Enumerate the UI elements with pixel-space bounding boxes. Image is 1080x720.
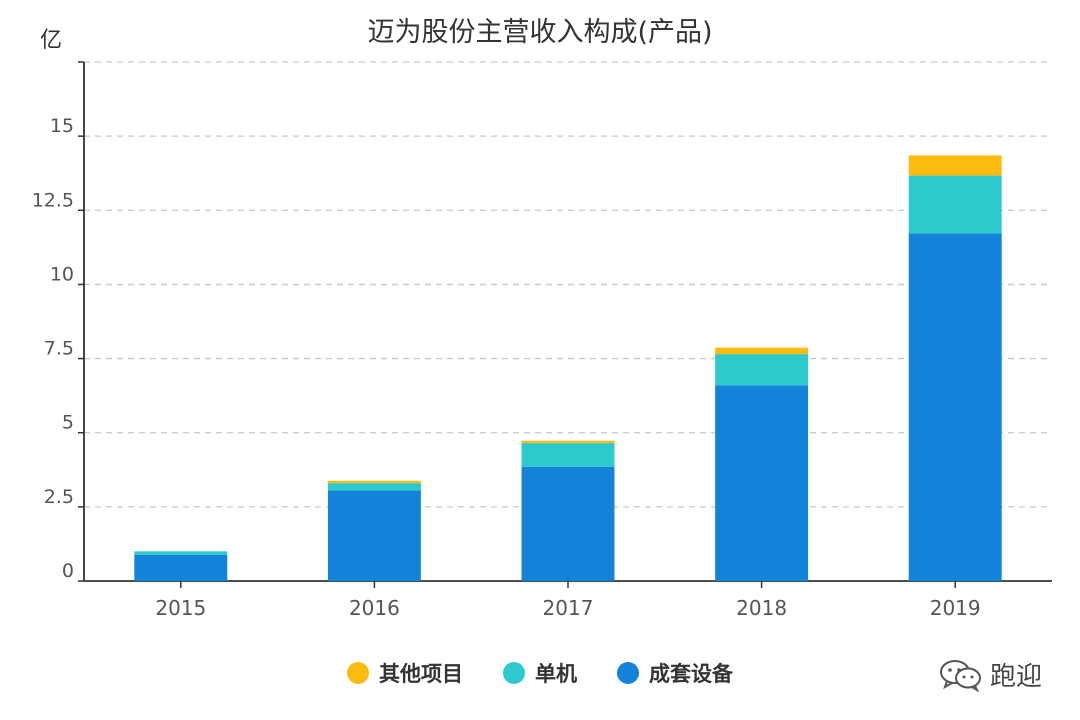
chart-title: 迈为股份主营收入构成(产品) bbox=[367, 17, 713, 48]
legend-swatch bbox=[617, 662, 639, 684]
y-tick-label: 2.5 bbox=[44, 486, 74, 508]
bar-segment bbox=[134, 551, 228, 555]
legend-label: 成套设备 bbox=[649, 662, 733, 686]
y-tick-label: 12.5 bbox=[32, 189, 74, 211]
bar-segment bbox=[327, 490, 421, 581]
y-tick-label: 7.5 bbox=[44, 338, 74, 360]
x-tick-label: 2019 bbox=[930, 596, 981, 620]
y-tick-label: 5 bbox=[62, 412, 74, 434]
bar-segment bbox=[134, 554, 228, 581]
legend-label: 单机 bbox=[535, 662, 577, 686]
legend-item: 其他项目 bbox=[347, 658, 463, 688]
bar-segment bbox=[327, 483, 421, 491]
legend-item: 成套设备 bbox=[617, 658, 733, 688]
bar-segment bbox=[521, 440, 615, 444]
x-tick-label: 2016 bbox=[349, 596, 400, 620]
wechat-icon bbox=[939, 659, 981, 692]
y-tick-label: 15 bbox=[50, 115, 74, 137]
bar-segment bbox=[715, 354, 809, 386]
watermark: 跑迎 bbox=[938, 656, 1042, 693]
bar-segment bbox=[327, 480, 421, 484]
bar-segment bbox=[908, 155, 1002, 176]
bar-segment bbox=[908, 175, 1002, 234]
bar-segment bbox=[908, 233, 1002, 582]
bar-segment bbox=[521, 443, 615, 467]
x-tick-label: 2015 bbox=[155, 596, 206, 620]
y-axis-unit-label: 亿 bbox=[40, 28, 63, 53]
bar-segment bbox=[715, 347, 809, 355]
bar-segment bbox=[715, 385, 809, 581]
x-tick-label: 2018 bbox=[736, 596, 787, 620]
y-tick-label: 10 bbox=[50, 263, 74, 285]
x-tick-label: 2017 bbox=[543, 596, 594, 620]
legend-swatch bbox=[347, 662, 369, 684]
legend-label: 其他项目 bbox=[379, 662, 463, 686]
legend-swatch bbox=[503, 662, 525, 684]
legend-item: 单机 bbox=[503, 658, 577, 688]
y-tick-label: 0 bbox=[62, 560, 74, 582]
chart-legend: 其他项目 单机 成套设备 bbox=[0, 658, 1080, 688]
watermark-text: 跑迎 bbox=[989, 662, 1042, 692]
bar-segment bbox=[521, 466, 615, 581]
